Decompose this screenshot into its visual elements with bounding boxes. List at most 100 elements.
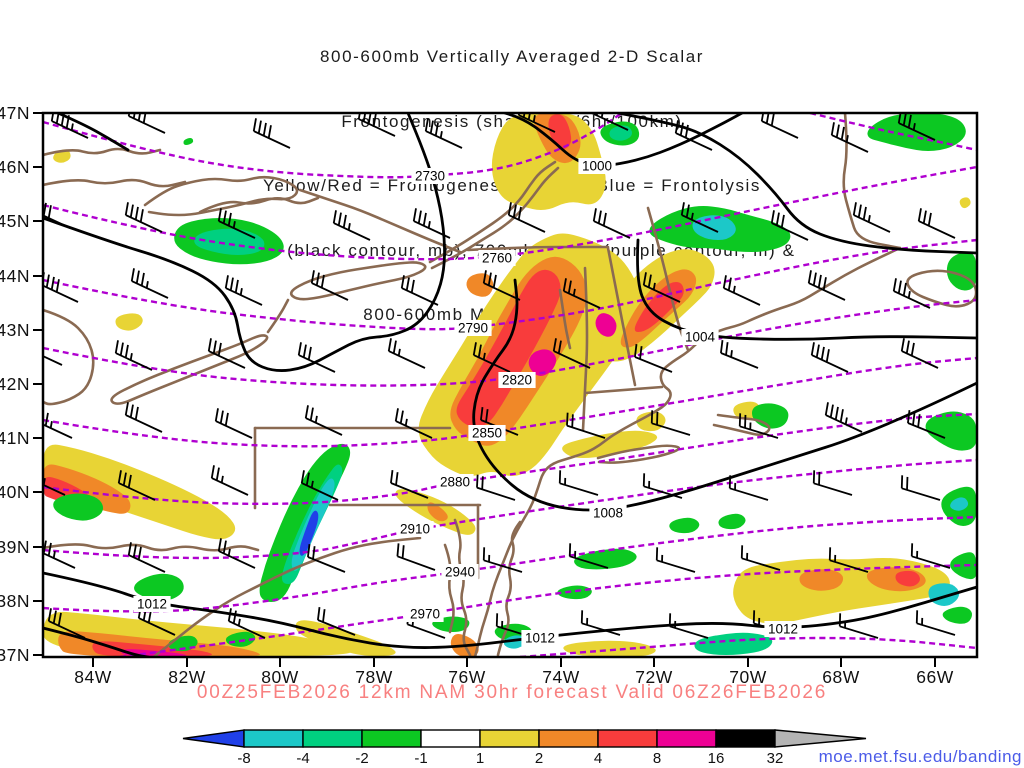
wind-barb [830,122,869,153]
state-boundary [712,413,771,436]
wind-barb [838,613,879,639]
lat-label: 42N [0,374,30,394]
state-boundary [581,266,589,432]
wind-barb [482,270,521,301]
height-contour-unlabeled [519,636,977,657]
frontogenesis-shading-orange [466,273,494,297]
height-contour-2820 [43,298,977,387]
height-contour-2790 [43,238,977,331]
frontogenesis-shading-green [53,493,104,521]
state-boundary [473,246,902,657]
lat-label: 43N [0,320,30,340]
height-contour-2880 [43,412,977,506]
wind-barb [424,118,463,149]
height-contour-2730 [43,113,623,179]
frontogenesis-shading-cyan [950,497,969,511]
colorbar-label: 8 [653,750,661,767]
wind-barb [214,408,253,439]
state-boundary [143,175,299,217]
source-url[interactable]: moe.met.fsu.edu/banding [818,747,1022,766]
wind-barb [207,338,246,369]
contour-label-box [454,320,492,336]
frontogenesis-shading-orange [427,502,448,522]
frontogenesis-shading-red [456,269,561,427]
wind-barb [412,208,451,239]
colorbar-segment-magenta [656,729,717,748]
height-contour-label: 2940 [445,565,475,580]
wind-barb [720,340,759,369]
frontogenesis-shading-green [557,585,592,600]
wind-barb [824,402,863,433]
wind-barb [310,270,349,301]
wind-barb [642,473,683,499]
contour-label-box [468,425,506,441]
mslp-contour-label: 1004 [685,330,716,345]
state-boundary [43,178,187,188]
wind-barb [127,542,166,573]
colorbar-segment-yellow [479,729,540,748]
wind-barb [580,610,621,636]
lat-label: 44N [0,266,30,286]
height-contour-2910 [43,458,977,560]
contour-label-box [133,596,171,612]
wind-barb [897,113,936,141]
frontogenesis-shading-green [950,552,977,580]
wind-barb [47,608,86,639]
lon-label: 78W [355,667,392,687]
wind-barb [357,113,396,137]
colorbar-left-arrow [182,729,245,748]
state-boundary [583,385,664,395]
wind-barb [740,545,781,571]
frontogenesis-shading-teal [694,632,773,655]
frontogenesis-shading-yellow [959,197,971,209]
wind-barb [738,413,779,439]
lon-label: 76W [448,667,485,687]
wind-barb [317,607,356,636]
wind-barb [770,210,809,241]
contour-label-box [396,521,434,537]
colorbar-segment-black [715,729,776,748]
wind-barb [915,610,956,636]
wind-barb [674,120,713,151]
wind-barb [655,547,696,573]
height-contour-label: 2820 [502,373,532,388]
colorbar-label: 16 [708,750,725,767]
contour-label-box [681,329,719,345]
wind-barb [217,208,256,239]
wind-barb [828,547,869,573]
title-line-1: 800-600mb Vertically Averaged 2-D Scalar [319,47,705,66]
wind-barb [907,410,946,439]
wind-barb [217,538,256,569]
wind-barb [396,543,436,571]
height-contour-label: 2970 [410,607,440,622]
colorbar-label: -4 [296,750,309,767]
frontogenesis-shading-red [895,570,920,587]
wind-barb [476,474,516,501]
mslp-contour [616,113,977,255]
colorbar-right-arrow [774,729,867,748]
lat-label: 40N [0,482,30,502]
contour-label-box [764,621,802,637]
frontogenesis-shading-magenta [528,349,557,376]
wind-barb [566,412,606,439]
frontogenesis-shading-orange [799,569,844,591]
mslp-contour [43,113,446,372]
wind-barb [304,405,343,436]
wind-barb [592,208,631,239]
frontogenesis-shading-magenta [595,313,617,337]
wind-barb [43,410,73,439]
lon-label: 84W [74,667,111,687]
map-layers [43,113,977,657]
wind-barb [482,547,523,573]
wind-barb [300,470,339,501]
colorbar-label: 4 [594,750,602,767]
wind-barb [227,608,266,639]
state-boundary [558,288,572,350]
wind-barb [562,278,601,309]
height-contour-2970 [119,563,977,657]
lat-label: 37N [0,645,30,665]
colorbar-label: -8 [237,750,250,767]
colorbar-label: -2 [355,750,368,767]
frontogenesis-shading-blue [299,510,319,556]
